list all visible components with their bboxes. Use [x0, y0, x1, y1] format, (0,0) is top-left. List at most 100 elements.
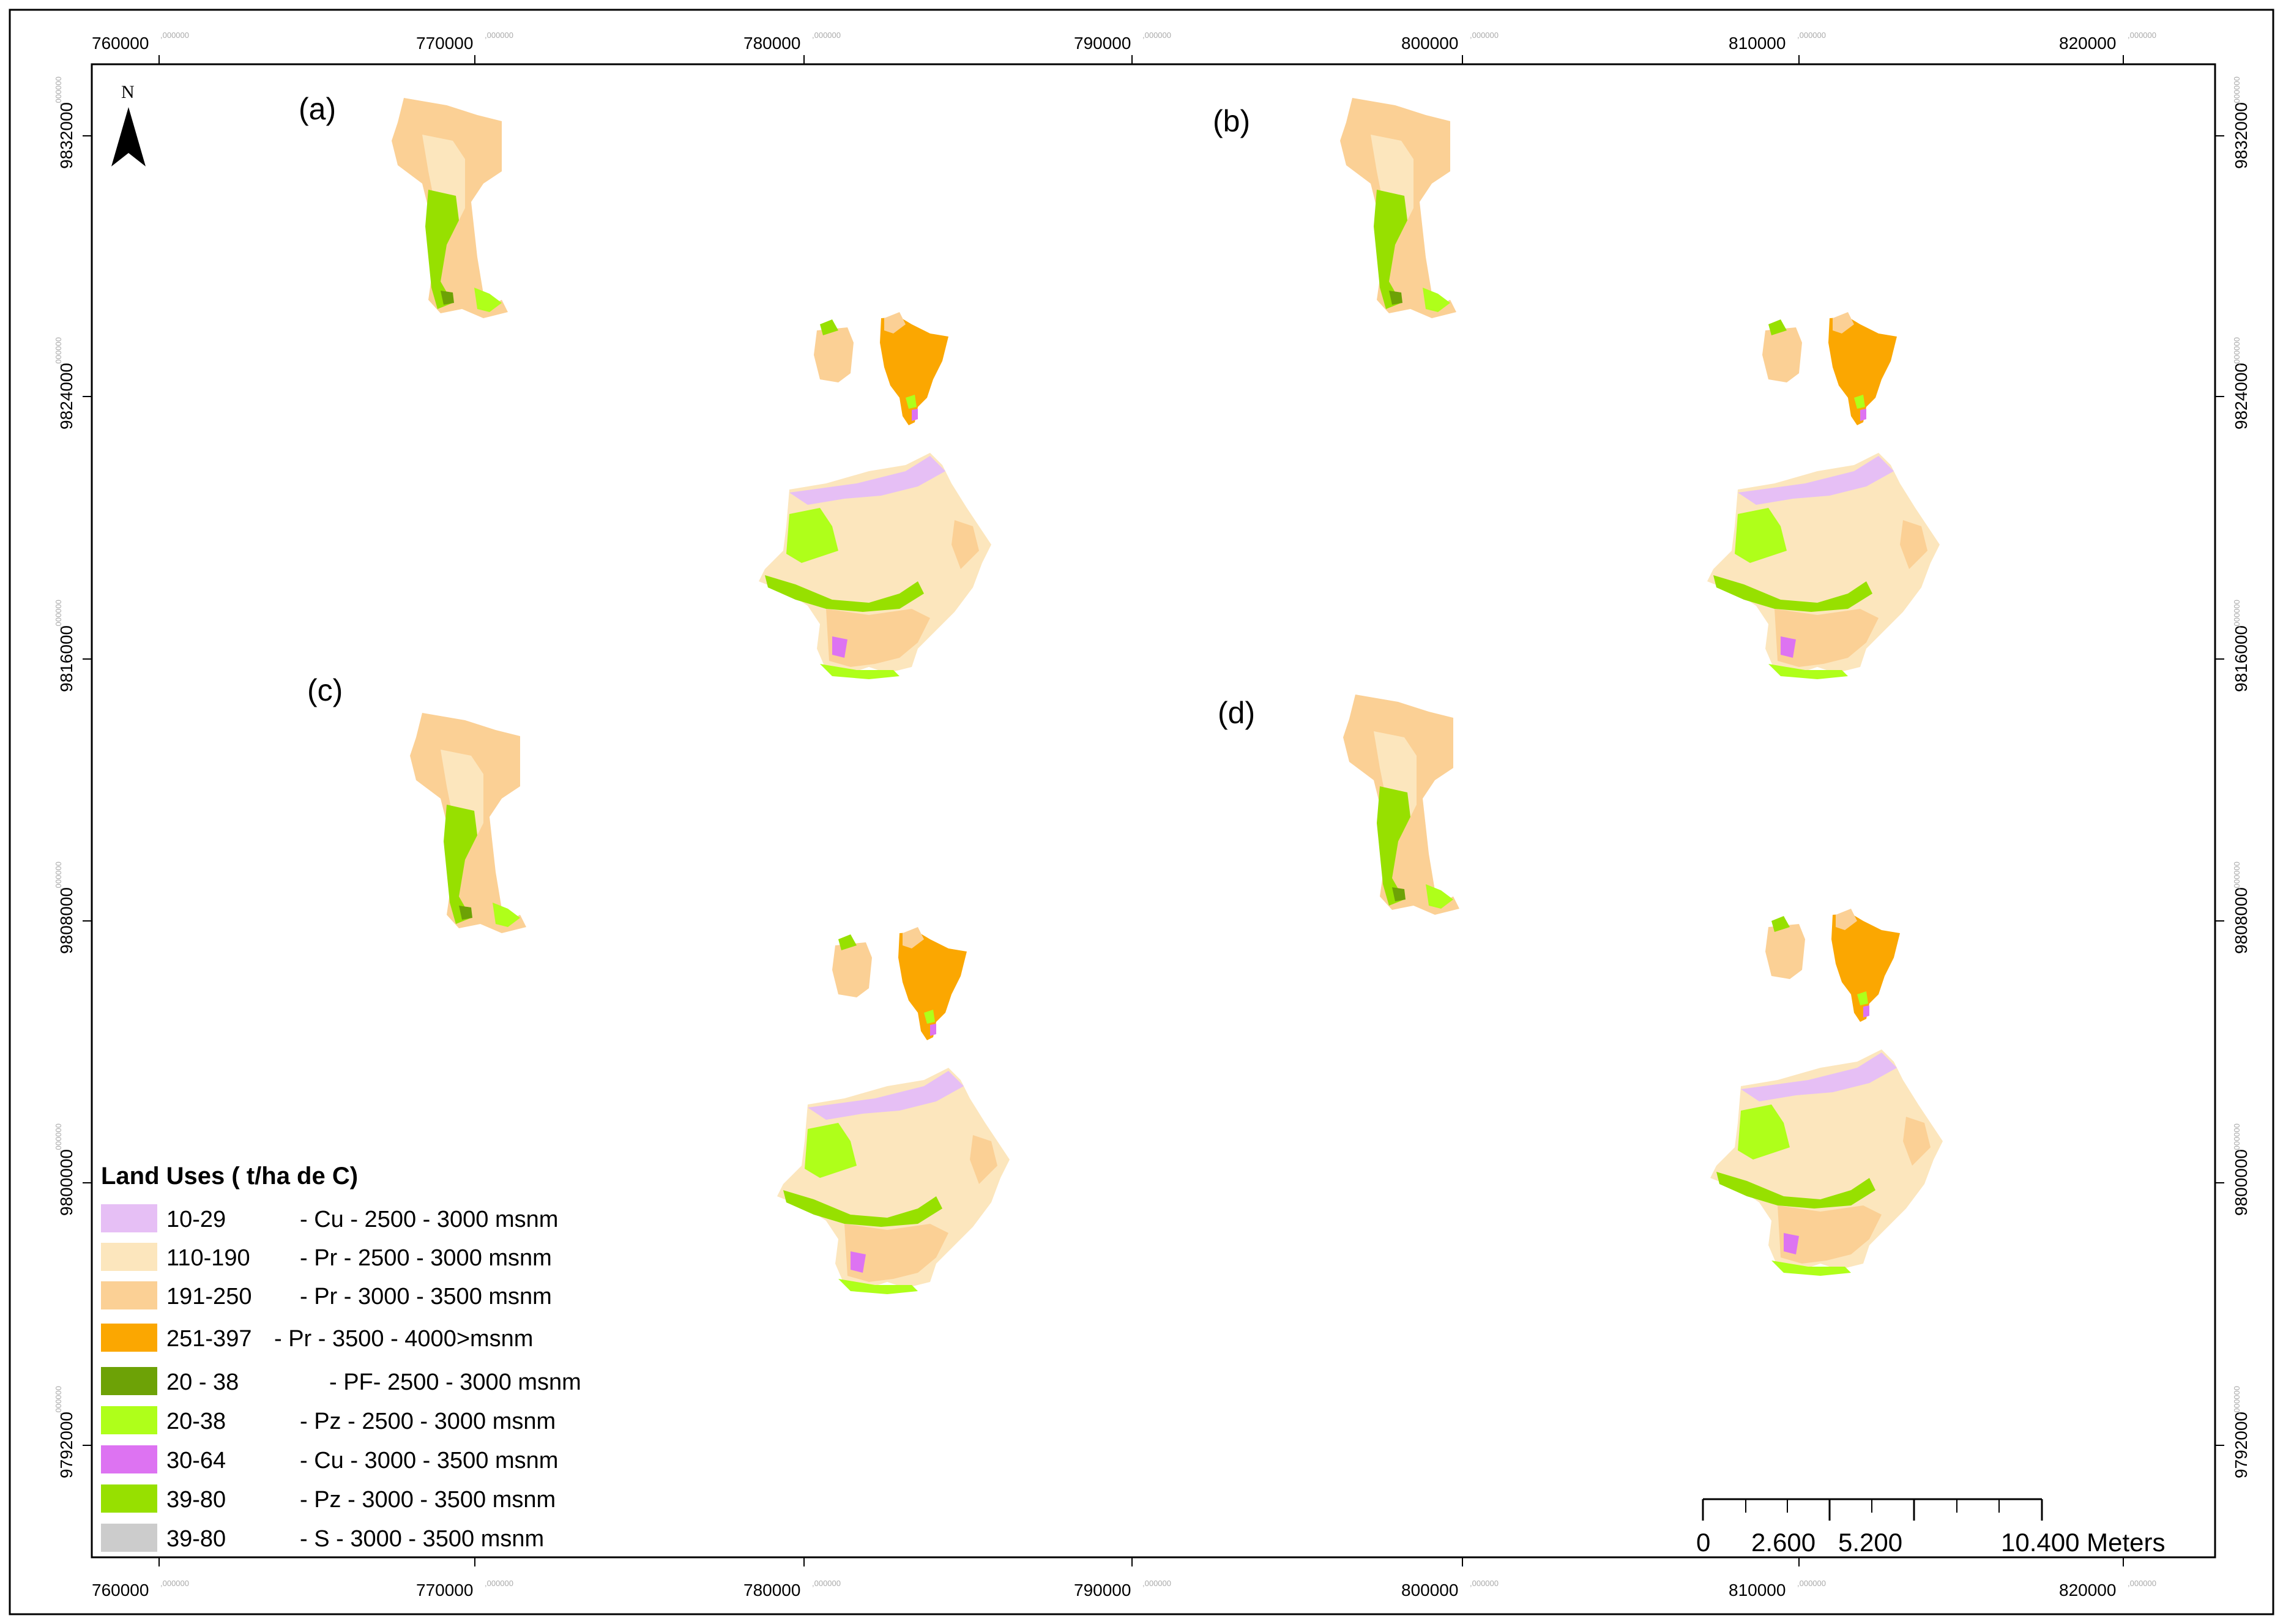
x-tick-decimal: ,000000	[1470, 31, 1499, 40]
legend-item: 191-250 - Pr - 3000 - 3500 msnm	[101, 1281, 552, 1309]
x-axis-bottom: 760000 ,000000 770000 ,000000 780000 ,00…	[92, 1557, 2156, 1600]
y-tick-label: 9808000	[57, 887, 76, 954]
x-tick: 780000 ,000000	[743, 1557, 841, 1600]
legend-item: 39-80 - S - 3000 - 3500 msnm	[101, 1524, 544, 1552]
legend-item: 30-64 - Cu - 3000 - 3500 msnm	[101, 1445, 558, 1473]
panel-label: (c)	[307, 673, 343, 707]
x-tick: 770000 ,000000	[416, 31, 513, 64]
legend-item: 110-190 - Pr - 2500 - 3000 msnm	[101, 1243, 552, 1271]
y-tick-decimal: ,000000	[54, 76, 63, 105]
x-tick: 800000 ,000000	[1401, 1557, 1499, 1600]
legend-desc: - Cu - 2500 - 3000 msnm	[300, 1207, 558, 1232]
y-tick: 9832000 ,000000	[2215, 76, 2251, 169]
y-tick-label: 9800000	[57, 1149, 76, 1216]
y-axis-right: 9832000 ,000000 9824000 ,000000 9816000 …	[2215, 76, 2251, 1478]
y-tick-decimal: ,000000	[54, 600, 63, 628]
panel-b: (b)	[1213, 98, 1940, 679]
legend-item: 39-80 - Pz - 3000 - 3500 msnm	[101, 1484, 556, 1513]
y-tick-decimal: ,000000	[2232, 1386, 2241, 1415]
x-tick-label: 760000	[92, 34, 149, 53]
y-tick: 9824000 ,000000	[2215, 337, 2251, 430]
x-tick-decimal: ,000000	[160, 1579, 189, 1588]
legend-range: 191-250	[166, 1284, 251, 1309]
y-tick-decimal: ,000000	[2232, 76, 2241, 105]
y-tick-label: 9832000	[57, 102, 76, 169]
y-tick-decimal: ,000000	[2232, 337, 2241, 366]
legend-swatch	[101, 1406, 157, 1434]
x-tick-label: 790000	[1074, 34, 1131, 53]
y-tick-decimal: ,000000	[2232, 862, 2241, 890]
legend-desc: - Pz - 3000 - 3500 msnm	[300, 1487, 556, 1513]
legend-range: 39-80	[166, 1487, 226, 1513]
y-tick: 9832000 ,000000	[54, 76, 92, 169]
x-tick: 760000 ,000000	[92, 1557, 189, 1600]
legend-desc: - PF- 2500 - 3000 msnm	[329, 1369, 581, 1395]
y-tick: 9824000 ,000000	[54, 337, 92, 430]
legend-item: 20-38 - Pz - 2500 - 3000 msnm	[101, 1406, 556, 1434]
scale-label: 2.600	[1751, 1528, 1816, 1557]
x-tick-label: 820000	[2059, 1581, 2116, 1600]
scale-label: 5.200	[1838, 1528, 1902, 1557]
x-tick-decimal: ,000000	[1142, 31, 1171, 40]
x-axis-top: 760000 ,000000 770000 ,000000 780000 ,00…	[92, 31, 2156, 64]
legend-swatch	[101, 1243, 157, 1271]
legend-range: 30-64	[166, 1448, 226, 1473]
legend-item: 10-29 - Cu - 2500 - 3000 msnm	[101, 1204, 558, 1232]
y-tick-decimal: ,000000	[54, 1123, 63, 1152]
legend-range: 39-80	[166, 1526, 226, 1552]
legend-desc: - Pr - 3000 - 3500 msnm	[300, 1284, 552, 1309]
y-tick-label: 9792000	[57, 1412, 76, 1478]
scale-label: 10.400 Meters	[2001, 1528, 2166, 1557]
x-tick: 780000 ,000000	[743, 31, 841, 64]
x-tick: 810000 ,000000	[1729, 1557, 1826, 1600]
y-tick-label: 9816000	[57, 625, 76, 692]
north-arrow-icon: N	[111, 82, 146, 166]
panel-a: (a)	[299, 92, 991, 679]
y-tick-decimal: ,000000	[54, 1386, 63, 1415]
panel-d: (d)	[1218, 695, 1943, 1276]
x-tick-decimal: ,000000	[2128, 1579, 2156, 1588]
y-tick-decimal: ,000000	[54, 862, 63, 890]
legend-swatch	[101, 1281, 157, 1309]
x-tick-label: 760000	[92, 1581, 149, 1600]
x-tick-label: 820000	[2059, 34, 2116, 53]
legend-desc: - S - 3000 - 3500 msnm	[300, 1526, 544, 1552]
y-tick-decimal: ,000000	[2232, 1123, 2241, 1152]
legend-range: 10-29	[166, 1207, 226, 1232]
x-tick-decimal: ,000000	[485, 31, 513, 40]
x-tick-label: 770000	[416, 1581, 473, 1600]
panel-label: (d)	[1218, 696, 1255, 730]
x-tick-label: 790000	[1074, 1581, 1131, 1600]
legend-swatch	[101, 1484, 157, 1513]
y-axis-left: 9832000 ,000000 9824000 ,000000 9816000 …	[54, 76, 92, 1478]
y-tick: 9800000 ,000000	[54, 1123, 92, 1216]
north-letter: N	[121, 82, 135, 102]
y-tick-decimal: ,000000	[54, 337, 63, 366]
legend-desc: - Pr - 2500 - 3000 msnm	[300, 1245, 552, 1271]
y-tick-decimal: ,000000	[2232, 600, 2241, 628]
legend-title: Land Uses ( t/ha de C)	[101, 1163, 358, 1190]
y-tick-label: 9832000	[2232, 102, 2251, 169]
y-tick: 9816000 ,000000	[2215, 600, 2251, 692]
legend-range: 20 - 38	[166, 1369, 239, 1395]
y-tick: 9792000 ,000000	[54, 1386, 92, 1478]
legend-swatch	[101, 1367, 157, 1395]
y-tick: 9808000 ,000000	[54, 862, 92, 954]
legend-item: 20 - 38 - PF- 2500 - 3000 msnm	[101, 1367, 581, 1395]
panel-label: (a)	[299, 92, 336, 126]
x-tick-decimal: ,000000	[160, 31, 189, 40]
scale-label: 0	[1696, 1528, 1710, 1557]
y-tick: 9816000 ,000000	[54, 600, 92, 692]
y-tick: 9792000 ,000000	[2215, 1386, 2251, 1478]
x-tick-decimal: ,000000	[1797, 1579, 1826, 1588]
y-tick-label: 9808000	[2232, 887, 2251, 954]
x-tick-decimal: ,000000	[485, 1579, 513, 1588]
legend-item: 251-397 - Pr - 3500 - 4000>msnm	[101, 1324, 533, 1352]
y-tick: 9808000 ,000000	[2215, 862, 2251, 954]
legend-desc: - Pz - 2500 - 3000 msnm	[300, 1409, 556, 1434]
y-tick-label: 9824000	[2232, 363, 2251, 430]
x-tick-decimal: ,000000	[1797, 31, 1826, 40]
x-tick: 760000 ,000000	[92, 31, 189, 64]
x-tick-label: 780000	[743, 34, 800, 53]
legend-desc: - Pr - 3500 - 4000>msnm	[274, 1326, 533, 1352]
